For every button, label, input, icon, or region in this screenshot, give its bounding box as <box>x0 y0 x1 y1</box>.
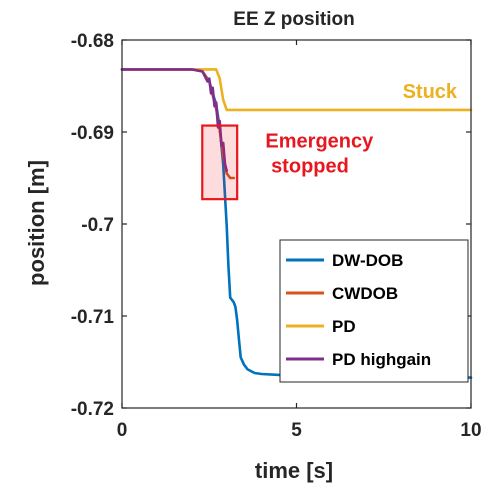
y-tick-label: -0.7 <box>81 215 114 236</box>
y-tick-label: -0.72 <box>71 399 114 420</box>
annotation-stopped: stopped <box>271 155 349 177</box>
series-line-pd <box>120 68 473 112</box>
legend-label: DW-DOB <box>332 251 403 270</box>
legend-label: CWDOB <box>332 284 398 303</box>
y-tick-label: -0.71 <box>71 307 115 328</box>
x-axis-label: time [s] <box>255 458 333 483</box>
x-tick-label: 5 <box>291 420 302 441</box>
legend: DW-DOB CWDOB PD PD highgain <box>279 239 469 383</box>
y-tick-label: -0.68 <box>71 31 114 52</box>
annotation-emergency: Emergency <box>265 131 374 153</box>
y-axis-label: position [m] <box>24 160 49 286</box>
ticks-layer: 0 5 10 -0.68 -0.69 -0.7 -0.71 -0.72 <box>71 31 482 441</box>
x-tick-label: 0 <box>117 420 128 441</box>
chart-title: EE Z position <box>233 9 354 30</box>
series-line-pd-highgain <box>120 68 228 172</box>
annotation-stuck: Stuck <box>403 81 458 103</box>
x-tick-label: 10 <box>460 420 481 441</box>
emergency-highlight-box <box>201 124 239 201</box>
legend-label: PD <box>332 317 356 336</box>
highlight-layer <box>201 124 239 201</box>
y-tick-label: -0.69 <box>71 123 114 144</box>
legend-label: PD highgain <box>332 350 431 369</box>
